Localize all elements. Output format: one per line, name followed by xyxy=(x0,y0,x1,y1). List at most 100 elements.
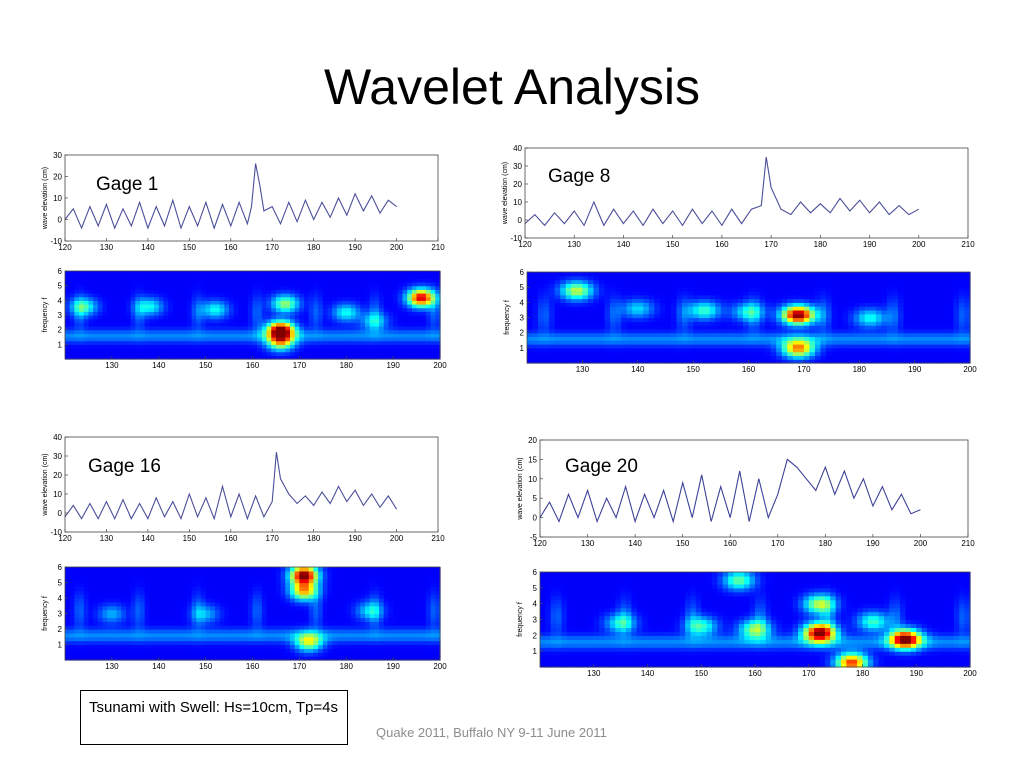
heatmap-cell xyxy=(903,351,910,357)
heatmap-cell xyxy=(538,325,545,330)
heatmap-cell xyxy=(759,313,766,319)
heatmap-cell xyxy=(88,582,94,587)
heatmap-cell xyxy=(527,325,534,330)
heatmap-cell xyxy=(925,344,932,349)
heatmap-cell xyxy=(549,287,556,292)
heatmap-cell xyxy=(346,285,352,290)
heatmap-cell xyxy=(107,351,113,356)
heatmap-cell xyxy=(549,309,556,315)
heatmap-cell xyxy=(318,278,324,283)
heatmap-cell xyxy=(397,315,404,320)
heatmap-cell xyxy=(776,306,783,311)
heatmap-cell xyxy=(792,309,799,315)
heatmap-cell xyxy=(931,355,938,360)
heatmap-cell xyxy=(116,578,122,584)
heatmap-cell xyxy=(182,318,188,323)
x-tick-label: 170 xyxy=(293,361,307,370)
heatmap-cell xyxy=(931,344,938,349)
heatmap-cell xyxy=(532,279,539,284)
heatmap-cell xyxy=(172,282,179,287)
heatmap-cell xyxy=(397,293,404,298)
heatmap-cell xyxy=(615,336,622,341)
heatmap-cell xyxy=(154,640,160,646)
heatmap-cell xyxy=(69,344,75,349)
heatmap-cell xyxy=(275,340,282,345)
heatmap-cell xyxy=(765,294,772,300)
heatmap-cell xyxy=(125,318,132,323)
heatmap-cell xyxy=(748,340,755,345)
heatmap-cell xyxy=(704,317,711,322)
heatmap-cell xyxy=(676,275,683,281)
heatmap-cell xyxy=(402,296,408,301)
heatmap-cell xyxy=(538,313,545,319)
heatmap-cell xyxy=(74,609,80,615)
heatmap-cell xyxy=(135,578,141,584)
heatmap-cell xyxy=(219,271,225,276)
heatmap-cell xyxy=(549,313,556,319)
heatmap-cell xyxy=(318,340,324,345)
heatmap-cell xyxy=(914,290,921,296)
heatmap-cell xyxy=(853,302,860,307)
heatmap-cell xyxy=(215,326,221,331)
heatmap-cell xyxy=(397,351,404,356)
heatmap-cell xyxy=(210,605,216,611)
heatmap-cell xyxy=(610,298,617,303)
heatmap-cell xyxy=(149,322,155,327)
heatmap-cell xyxy=(621,359,628,364)
heatmap-cell xyxy=(787,347,794,353)
heatmap-cell xyxy=(920,309,927,315)
heatmap-cell xyxy=(626,336,633,341)
heatmap-cell xyxy=(210,586,216,591)
heatmap-cell xyxy=(881,272,888,277)
heatmap-cell xyxy=(322,333,329,338)
heatmap-cell xyxy=(200,293,207,298)
heatmap-cell xyxy=(598,294,606,300)
heatmap-cell xyxy=(715,359,722,364)
heatmap-cell xyxy=(770,294,777,300)
heatmap-cell xyxy=(69,329,75,334)
heatmap-cell xyxy=(421,348,427,353)
heatmap-cell xyxy=(532,336,539,341)
heatmap-cell xyxy=(565,279,572,284)
heatmap-cell xyxy=(158,652,165,657)
heatmap-cell xyxy=(931,347,938,353)
heatmap-cell xyxy=(407,337,413,342)
heatmap-cell xyxy=(809,294,816,300)
heatmap-cell xyxy=(271,329,277,334)
heatmap-cell xyxy=(285,333,291,338)
heatmap-cell xyxy=(687,336,694,341)
heatmap-cell xyxy=(172,625,179,630)
heatmap-cell xyxy=(848,355,855,360)
heatmap-cell xyxy=(842,359,849,364)
heatmap-cell xyxy=(135,613,141,618)
heatmap-cell xyxy=(610,302,617,307)
heatmap-cell xyxy=(290,300,296,305)
heatmap-cell xyxy=(322,315,329,320)
heatmap-cell xyxy=(748,313,755,319)
heatmap-cell xyxy=(97,609,104,615)
heatmap-cell xyxy=(870,294,877,300)
heatmap-cell xyxy=(280,296,286,301)
heatmap-cell xyxy=(670,317,678,322)
heatmap-cell xyxy=(875,328,882,334)
heatmap-cell xyxy=(107,586,113,591)
heatmap-cell xyxy=(742,279,750,284)
heatmap-cell xyxy=(527,290,534,296)
heatmap-cell xyxy=(140,304,146,309)
heatmap-cell xyxy=(626,317,633,322)
heatmap-cell xyxy=(79,582,85,587)
heatmap-cell xyxy=(848,275,855,281)
heatmap-cell xyxy=(294,274,300,279)
heatmap-cell xyxy=(191,594,197,599)
heatmap-cell xyxy=(210,307,216,312)
x-tick-label: 120 xyxy=(58,243,72,252)
heatmap-cell xyxy=(130,300,136,305)
heatmap-cell xyxy=(402,333,408,338)
heatmap-cell xyxy=(532,347,539,353)
heatmap-cell xyxy=(88,271,94,276)
heatmap-cell xyxy=(125,311,132,316)
heatmap-cell xyxy=(914,321,921,326)
heatmap-cell xyxy=(93,326,99,331)
heatmap-cell xyxy=(798,309,805,315)
heatmap-cell xyxy=(186,605,193,611)
